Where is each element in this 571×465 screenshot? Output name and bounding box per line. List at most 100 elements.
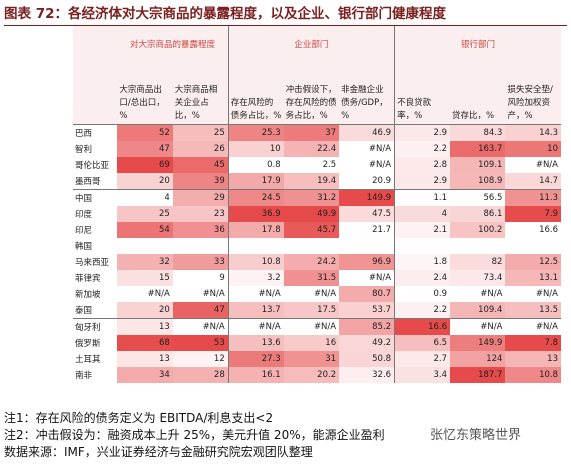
cell: 52 [117,124,173,141]
cell: 56.5 [450,189,506,206]
cell: 2.2 [394,141,450,157]
empty-cell [450,238,505,254]
cell: 2.7 [394,351,450,367]
cell: 39 [172,173,229,190]
table-row: 匈牙利 13 #N/A #N/A #N/A 85.2 16.6 #N/A #N/A [73,318,561,335]
empty-cell [339,238,394,254]
group-row: 对大宗商品的暴露程度 企业部门 银行部门 [73,26,561,62]
cell: #N/A [339,141,395,157]
cell: 124 [450,351,506,367]
cell: 109.1 [450,157,506,173]
country: 匈牙利 [73,318,118,335]
cell: 100.2 [450,222,506,238]
cell: 12.5 [505,254,561,270]
cell: 3.2 [227,270,284,286]
country: 中国 [73,189,118,206]
column-header: 冲击假设下，存在风险的债务占比，% [283,62,340,125]
group-header: 对大宗商品的暴露程度 [117,26,229,62]
column-row: 大宗商品出口/总出口，% 大宗商品相关企业占比，% 存在风险的债务占比，% 冲击假设下… [73,62,561,125]
cell: 32.6 [339,367,395,383]
table-row: 新加坡 #N/A #N/A #N/A #N/A 80.7 0.9 #N/A #N/A [73,286,561,302]
column-header: 损失安全垫/风险加权资产，% [505,62,561,125]
cell: 73.4 [450,270,506,286]
cell: 13.7 [227,302,284,319]
table-row: 韩国 [73,238,561,254]
country: 菲律宾 [75,274,101,284]
cell: 20 [117,302,173,319]
cell: #N/A [117,286,173,302]
table-row: 俄罗斯 68 53 13.6 16 49.2 6.5 149.9 7.8 [73,335,561,351]
column-header: 存在风险的债务占比，% [227,62,284,125]
cell: 45 [172,157,229,173]
table-row: 马来西亚 32 33 10.8 24.2 96.9 1.8 82 12.5 [73,254,561,270]
cell: 49.9 [283,206,340,222]
cell: 13.1 [505,270,561,286]
cell: 34 [117,367,173,383]
cell: #N/A [283,318,340,335]
cell: 2.1 [394,222,450,238]
cell: 0.9 [394,286,450,302]
cell: 4 [394,206,450,222]
cell: 54 [117,222,173,238]
title: 图表 72：各经济体对大宗商品的暴露程度，以及企业、银行部门健康程度 [4,2,567,26]
cell: #N/A [339,157,395,173]
cell: 187.7 [450,367,506,383]
column-header: 不良贷款率，% [394,62,450,125]
cell: 2.8 [394,157,450,173]
table-row: 哥伦比亚 69 45 0.8 2.5 #N/A 2.8 109.1 #N/A [73,157,561,173]
country: 巴西 [73,124,118,141]
column-header: 非金融企业债务/GDP，% [339,62,395,125]
table-row: 智利 47 26 10 22.4 #N/A 2.2 163.7 10 [73,141,561,157]
cell: 15 [117,270,173,286]
country: 泰国 [75,306,93,316]
cell: 46.9 [339,124,395,141]
cell: 10 [227,141,284,157]
table-row: 印度 25 23 36.9 49.9 47.5 4 86.1 7.9 [73,206,561,222]
cell: 1.8 [394,254,450,270]
country: 墨西哥 [75,177,101,187]
cell: 10 [505,141,561,157]
cell: 49.2 [339,335,395,351]
cell: 20.9 [339,173,395,190]
cell: 12 [172,351,229,367]
cell: #N/A [339,270,395,286]
cell: 16 [283,335,340,351]
column-header: 贷存比，% [450,62,506,125]
column-header: 大宗商品出口/总出口，% [117,62,173,125]
empty-cell [505,238,561,254]
corner [73,62,118,125]
country: 韩国 [75,242,93,252]
cell: 29 [172,189,229,206]
country: 印度 [75,210,93,220]
cell: 109.4 [450,302,506,319]
empty-cell [394,238,450,254]
cell: 1.1 [394,189,450,206]
watermark: 张忆东策略世界 [430,424,522,443]
cell: 31.2 [283,189,340,206]
column-header: 大宗商品相关企业占比，% [172,62,229,125]
cell: 2.9 [394,173,450,190]
cell: 31 [283,351,340,367]
country: 南非 [75,371,93,381]
cell: 45.7 [283,222,340,238]
cell: 37 [283,124,340,141]
cell: 47 [172,302,229,319]
cell: 13 [505,351,561,367]
cell: 149.9 [339,189,395,206]
cell: 2.9 [394,124,450,141]
cell: 10.8 [505,367,561,383]
cell: #N/A [227,318,284,335]
cell: 11.3 [505,189,561,206]
country: 俄罗斯 [75,339,101,349]
cell: 68 [117,335,173,351]
table-row: 印尼 54 36 17.8 45.7 21.7 2.1 100.2 16.6 [73,222,561,238]
country: 马来西亚 [75,258,110,268]
cell: 2.4 [394,270,450,286]
notes: 注1：存在风险的债务定义为 EBITDA/利息支出<2 注2：冲击假设为：融资成本… [4,410,385,461]
cell: 13 [117,351,173,367]
cell: 16.6 [394,318,450,335]
cell: 25 [172,124,229,141]
cell: 28 [172,367,229,383]
cell: 17.5 [283,302,340,319]
